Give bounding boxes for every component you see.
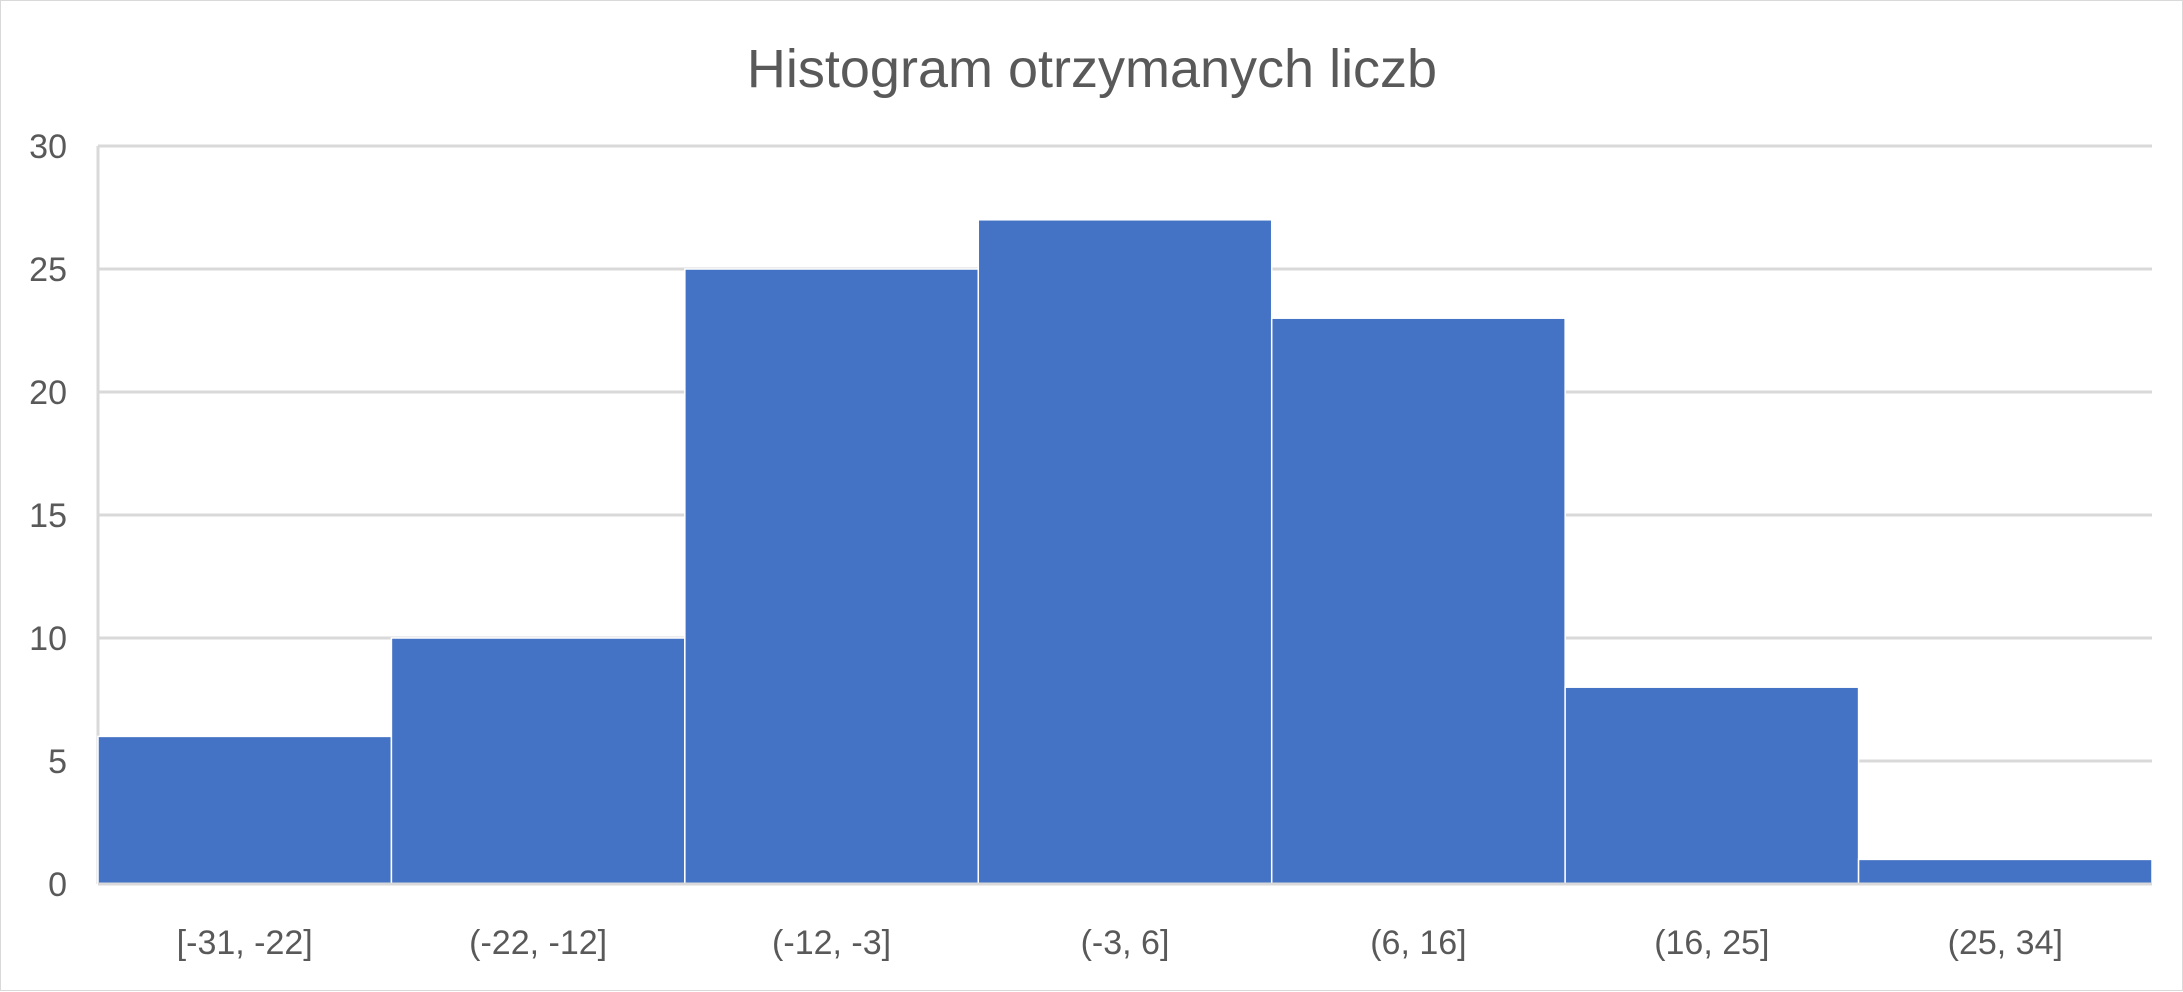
y-tick-label: 20 [29, 374, 67, 412]
x-tick-label: (16, 25] [1654, 924, 1769, 962]
chart-title: Histogram otrzymanych liczb [747, 39, 1437, 99]
y-tick-label: 0 [48, 866, 67, 904]
histogram-bar [1857, 858, 2153, 885]
x-tick-label: (-3, 6] [1081, 924, 1170, 962]
histogram-bar [684, 268, 980, 885]
bars [97, 219, 2153, 886]
y-tick-label: 10 [29, 620, 67, 658]
y-tick-label: 30 [29, 128, 67, 166]
histogram-bar [1564, 686, 1860, 885]
y-tick-label: 25 [29, 251, 67, 289]
y-tick-label: 5 [48, 743, 67, 781]
x-tick-label: [-31, -22] [177, 924, 313, 962]
x-tick-label: (-22, -12] [469, 924, 607, 962]
y-tick-label: 15 [29, 497, 67, 535]
x-tick-label: (25, 34] [1948, 924, 2063, 962]
histogram-bar [1270, 317, 1566, 885]
x-tick-label: (6, 16] [1370, 924, 1466, 962]
histogram-bar [97, 735, 393, 885]
histogram-bar [977, 219, 1273, 885]
y-axis-ticks: 0 5 10 15 20 25 30 [29, 128, 67, 904]
histogram-bar [390, 637, 686, 885]
x-tick-label: (-12, -3] [772, 924, 891, 962]
x-axis-ticks: [-31, -22] (-22, -12] (-12, -3] (-3, 6] (6, … [177, 924, 2063, 962]
